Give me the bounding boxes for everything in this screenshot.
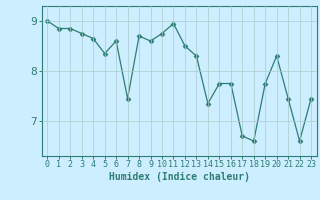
X-axis label: Humidex (Indice chaleur): Humidex (Indice chaleur) [109,172,250,182]
